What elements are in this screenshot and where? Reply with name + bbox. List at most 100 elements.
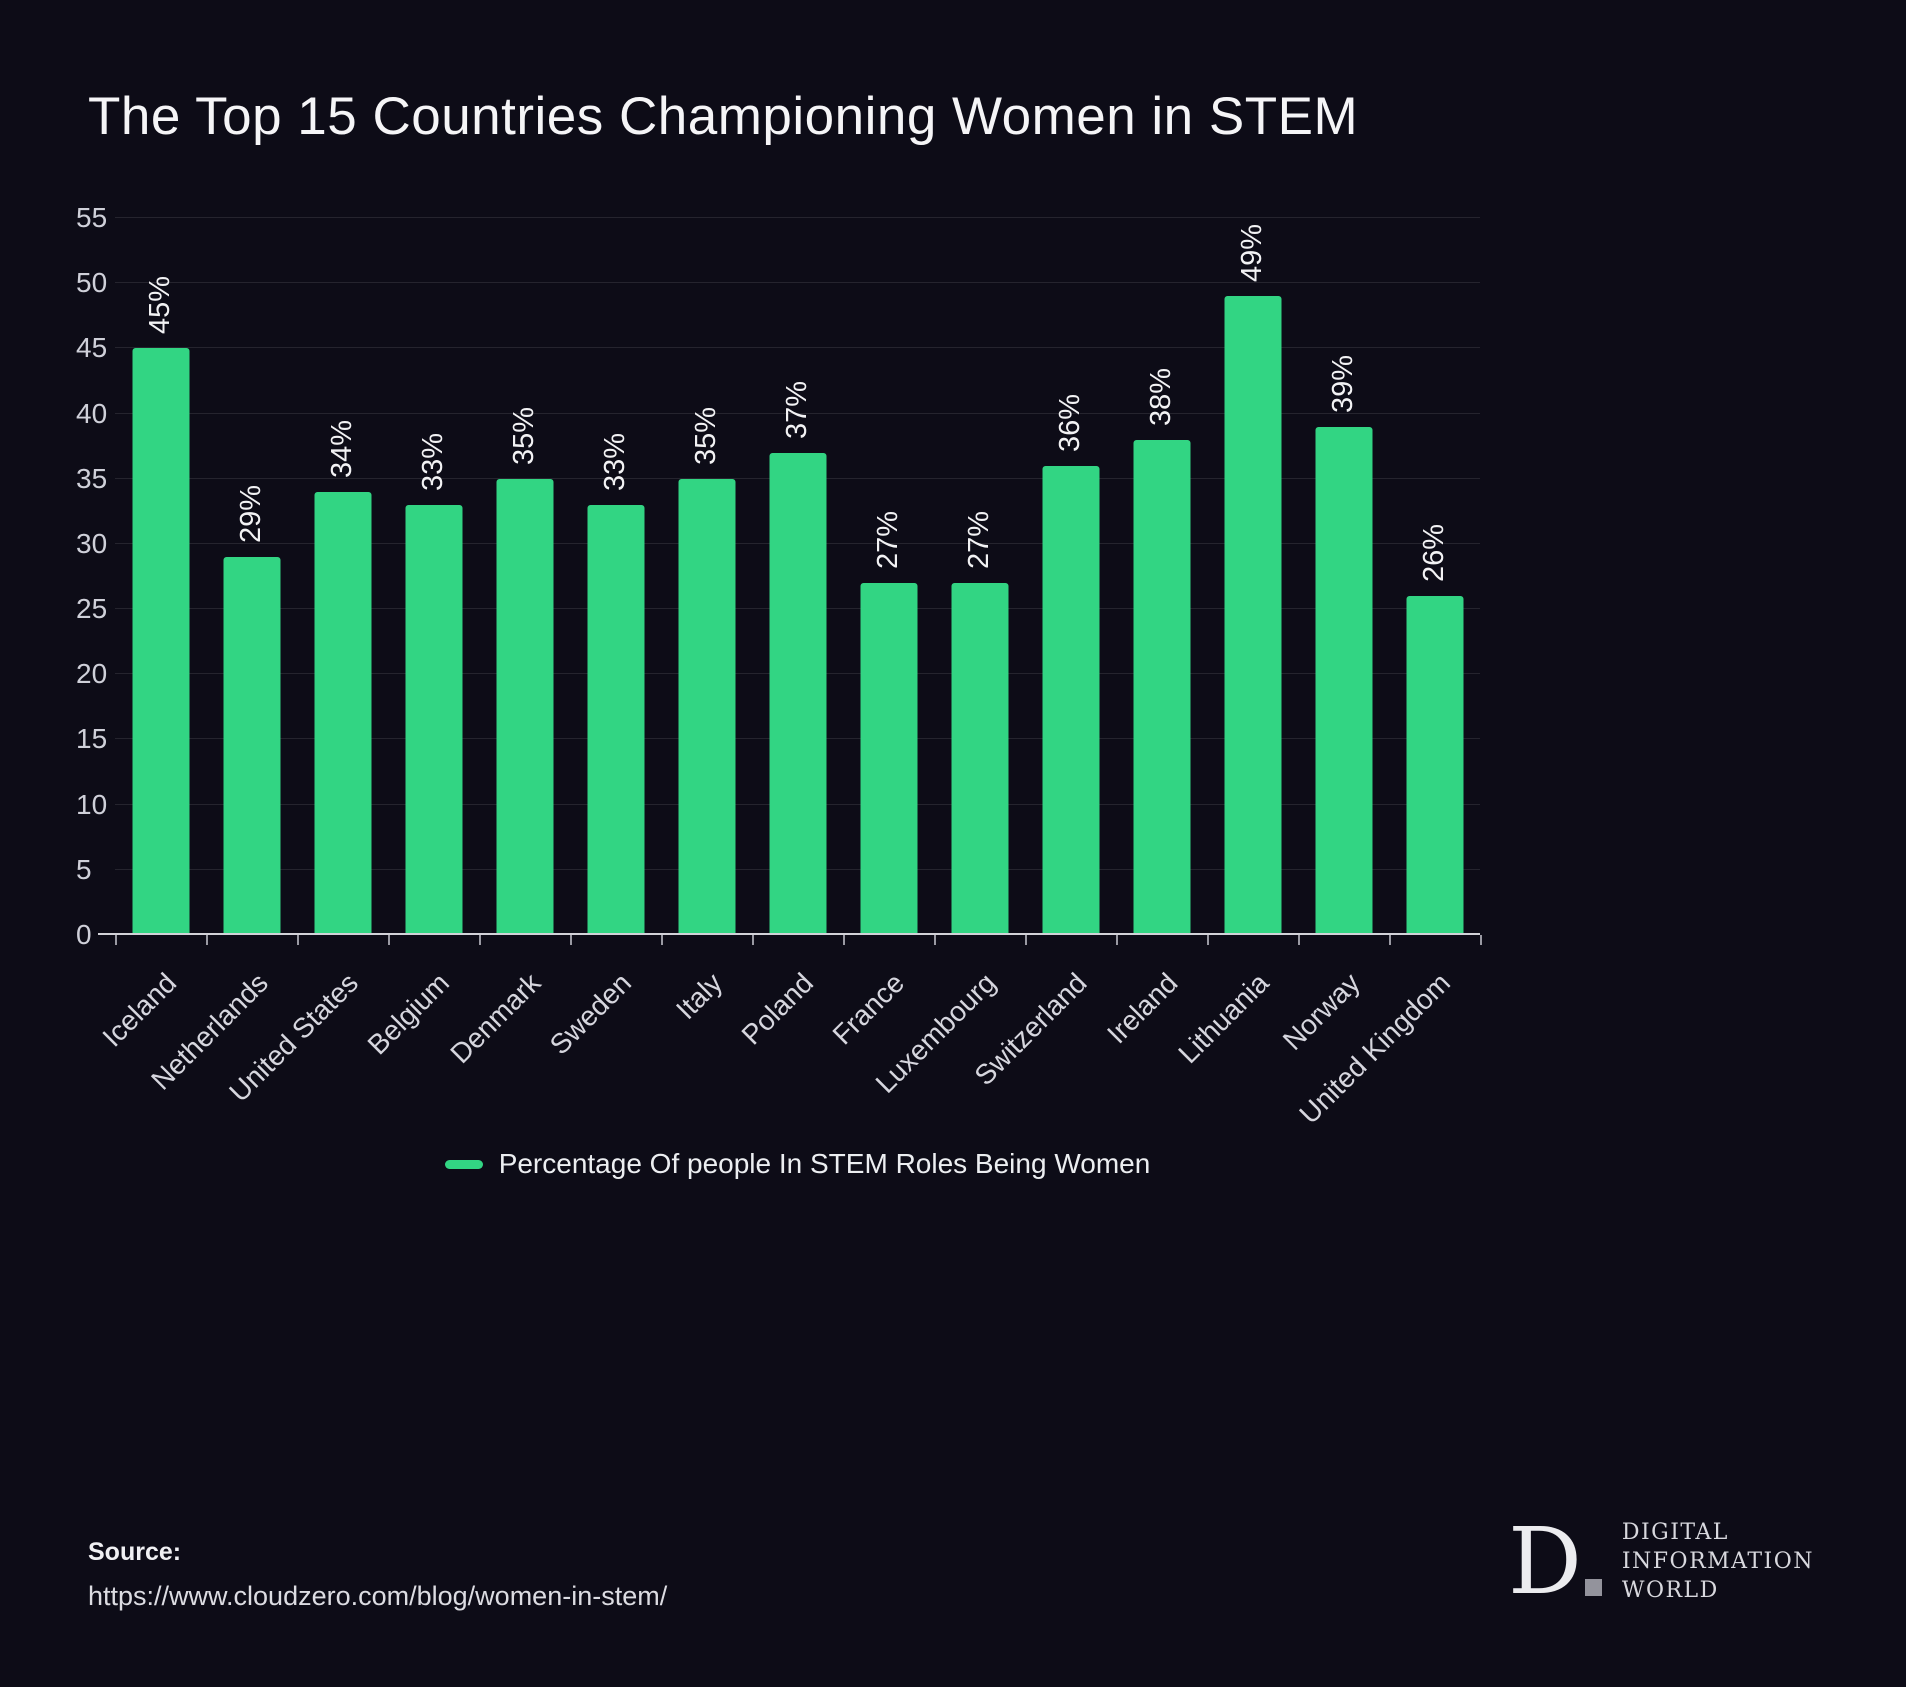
bar-value-label-switzerland: 36% <box>1053 393 1086 452</box>
bar-value-label-poland: 37% <box>780 380 813 439</box>
bar-value-label-luxembourg: 27% <box>962 510 995 570</box>
bar-ireland <box>1133 439 1190 935</box>
logo-wordmark: DIGITAL INFORMATION WORLD <box>1622 1520 1814 1603</box>
bar-france <box>860 583 917 935</box>
x-tick-label-italy: Italy <box>670 967 729 1026</box>
y-tick-label: 40 <box>76 397 108 429</box>
x-axis-tick <box>752 935 754 945</box>
bar-slot-poland: 37% <box>752 218 843 935</box>
logo-square-icon <box>1584 1579 1602 1597</box>
bar-poland <box>769 452 826 935</box>
bar-slot-switzerland: 36% <box>1025 218 1116 935</box>
bar-switzerland <box>1042 465 1099 935</box>
y-tick-label: 15 <box>76 723 108 755</box>
bar-slot-united-kingdom: 26% <box>1389 218 1480 935</box>
bar-norway <box>1315 426 1372 935</box>
x-label-slot: Switzerland <box>968 947 1116 1182</box>
bar-value-label-belgium: 33% <box>416 432 449 491</box>
bar-value-label-denmark: 35% <box>507 406 540 465</box>
x-axis-tick <box>1298 935 1300 945</box>
bar-belgium <box>405 504 462 935</box>
bar-slot-norway: 39% <box>1298 218 1389 935</box>
x-label-slot: United Kingdom <box>1294 947 1480 1182</box>
gridline <box>115 217 1480 218</box>
y-tick-label: 25 <box>76 593 108 625</box>
chart-title: The Top 15 Countries Championing Women i… <box>88 87 1359 146</box>
source-heading: Source: <box>88 1538 182 1566</box>
x-axis-tick <box>570 935 572 945</box>
bar-slot-sweden: 33% <box>570 218 661 935</box>
legend: Percentage Of people In STEM Roles Being… <box>115 1148 1480 1180</box>
y-axis-labels: 0 5 10 15 20 25 30 35 40 45 50 55 <box>76 202 116 950</box>
x-axis-tick <box>388 935 390 945</box>
legend-swatch-icon <box>444 1159 483 1169</box>
bar-luxembourg <box>951 583 1008 935</box>
bar-value-label-ireland: 38% <box>1144 367 1177 426</box>
gridline <box>115 347 1480 349</box>
bar-slot-france: 27% <box>843 218 934 935</box>
gridline <box>115 282 1480 284</box>
x-axis-tick <box>115 935 117 945</box>
x-axis-tick <box>1207 935 1209 945</box>
logo-letter: D <box>1508 1508 1582 1615</box>
x-label-slot: Denmark <box>444 947 570 1182</box>
y-tick-label: 20 <box>76 658 108 690</box>
bar-slot-lithuania: 49% <box>1207 218 1298 935</box>
x-axis-tick <box>1116 935 1118 945</box>
source-url: https://www.cloudzero.com/blog/women-in-… <box>88 1581 668 1611</box>
source-block: Source: https://www.cloudzero.com/blog/w… <box>88 1538 667 1612</box>
plot-area: 45% 29% 34% 33% 35% 33% 35% 37% 27% 27% 36% 38% 49% 3… <box>115 217 1480 935</box>
x-axis-tick <box>661 935 663 945</box>
y-tick-label: 5 <box>76 853 92 885</box>
bar-sweden <box>587 504 644 935</box>
bar-denmark <box>496 478 553 935</box>
x-label-slot: United States <box>224 947 388 1182</box>
x-label-slot: Italy <box>661 947 752 1182</box>
bar-slot-united-states: 34% <box>297 218 388 935</box>
y-tick-label: 50 <box>76 267 108 299</box>
x-axis-tick <box>1025 935 1027 945</box>
y-tick-label: 35 <box>76 462 108 494</box>
bar-value-label-united-kingdom: 26% <box>1417 524 1450 583</box>
bar-value-label-norway: 39% <box>1326 354 1359 413</box>
x-label-slot: Sweden <box>544 947 661 1182</box>
bar-value-label-france: 27% <box>871 510 904 570</box>
bar-value-label-united-states: 34% <box>325 419 358 478</box>
bar-value-label-sweden: 33% <box>598 432 631 491</box>
x-axis-tick <box>1480 935 1482 945</box>
x-axis-ticks <box>115 935 1482 945</box>
x-axis-tick <box>206 935 208 945</box>
bar-iceland <box>132 348 189 935</box>
bar-united-kingdom <box>1406 596 1463 935</box>
bar-value-label-iceland: 45% <box>143 276 176 335</box>
bar-slot-ireland: 38% <box>1116 218 1207 935</box>
bar-slot-belgium: 33% <box>388 218 479 935</box>
bar-slot-denmark: 35% <box>479 218 570 935</box>
x-axis-tick <box>934 935 936 945</box>
x-axis-tick <box>297 935 299 945</box>
bar-value-label-netherlands: 29% <box>234 484 267 543</box>
x-label-slot: Lithuania <box>1172 947 1298 1182</box>
x-axis-tick <box>1389 935 1391 945</box>
legend-label: Percentage Of people In STEM Roles Being… <box>498 1148 1151 1179</box>
x-axis-line <box>98 933 1480 935</box>
logo-line: DIGITAL <box>1621 1520 1729 1546</box>
bar-slot-netherlands: 29% <box>206 218 297 935</box>
publisher-logo: D DIGITAL INFORMATION WORLD <box>1508 1508 1814 1615</box>
bar-slot-iceland: 45% <box>115 218 206 935</box>
logo-line: INFORMATION <box>1621 1549 1814 1575</box>
bar-united-states <box>314 491 371 935</box>
bar-italy <box>678 478 735 935</box>
gridline <box>115 412 1480 414</box>
y-tick-label: 0 <box>76 919 92 950</box>
y-tick-label: 45 <box>76 332 108 364</box>
x-axis-tick <box>843 935 845 945</box>
bar-value-label-lithuania: 49% <box>1235 224 1268 283</box>
x-axis-labels: Iceland Netherlands United States Belgium De… <box>97 947 1480 1182</box>
y-tick-label: 30 <box>76 527 108 559</box>
logo-mark: D <box>1508 1508 1602 1615</box>
bar-netherlands <box>223 556 280 935</box>
bar-lithuania <box>1224 296 1281 935</box>
y-tick-label: 55 <box>76 202 108 233</box>
